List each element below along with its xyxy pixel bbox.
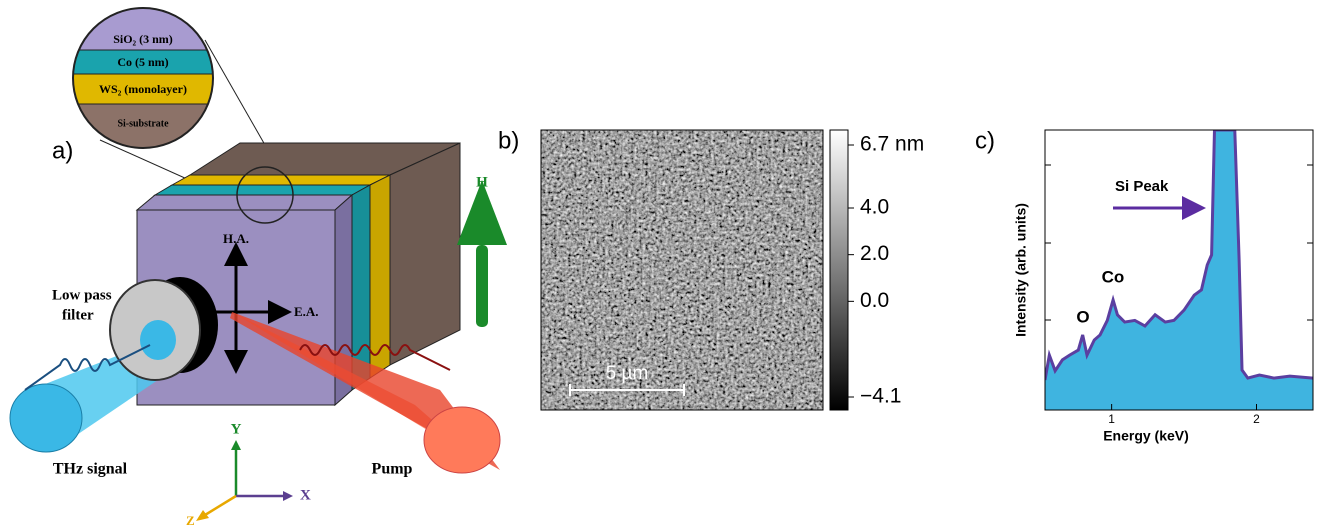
- beam-label: Pump: [372, 461, 413, 478]
- z-axis-arrow: [205, 496, 236, 515]
- panel-a: a) SiO₂ (3 nm) Co (5 nm) WS₂ (monolayer)…: [10, 5, 507, 526]
- panel-label: c): [975, 127, 995, 154]
- colorbar-tick-label: 2.0: [860, 242, 889, 265]
- thz-aperture: [10, 384, 82, 452]
- beam-label: THz signal: [53, 461, 128, 478]
- field-label: H: [476, 174, 488, 190]
- annotation: Si Peak: [1115, 178, 1169, 195]
- ws2-top: [172, 175, 390, 185]
- spectrum-area: [1045, 130, 1313, 410]
- y-tick-marks: [1045, 165, 1313, 320]
- colorbar: [830, 130, 848, 410]
- filter-label: Low pass: [52, 287, 112, 303]
- figure: a) SiO₂ (3 nm) Co (5 nm) WS₂ (monolayer)…: [0, 0, 1317, 526]
- filter-core: [140, 320, 176, 360]
- axis-label: E.A.: [294, 304, 319, 319]
- z-axis-head: [196, 510, 209, 521]
- filter-label: filter: [62, 307, 94, 323]
- colorbar-tick-label: 0.0: [860, 289, 889, 312]
- annotation: O: [1076, 307, 1089, 326]
- panel-label: a): [52, 137, 73, 164]
- layer-label: WS₂ (monolayer): [99, 82, 187, 96]
- layer-label: SiO₂ (3 nm): [113, 32, 173, 46]
- pump-aperture: [424, 407, 500, 473]
- layer-label: Co (5 nm): [117, 55, 168, 69]
- layer-stack: [70, 5, 220, 154]
- ws2-side: [370, 175, 390, 378]
- field-arrow: [476, 245, 488, 327]
- x-tick-label: 1: [1108, 412, 1115, 426]
- layer-label: Si-substrate: [117, 118, 169, 129]
- substrate-side: [390, 143, 460, 365]
- panel-b: b) 5 µm 6.7 nm 4.0 2.0 0.0 −4.1: [498, 127, 924, 410]
- panel-label: b): [498, 127, 519, 154]
- afm-image: [541, 130, 823, 410]
- panel-c: c) Energy (keV) Intensity (arb. units) S…: [975, 127, 1313, 443]
- x-axis-head: [283, 491, 293, 501]
- y-axis-head: [231, 440, 241, 450]
- plot-area: [1045, 130, 1313, 410]
- axis-name: Y: [231, 421, 242, 437]
- scale-bar-label: 5 µm: [606, 363, 649, 384]
- annotation: Co: [1102, 267, 1125, 286]
- colorbar-tick-label: 4.0: [860, 196, 889, 219]
- colorbar-tick-label: −4.1: [860, 385, 901, 408]
- axis-name: X: [300, 487, 311, 503]
- x-axis-label: Energy (keV): [1103, 428, 1189, 444]
- axis-label: H.A.: [223, 231, 249, 246]
- colorbar-tick-label: 6.7 nm: [860, 133, 924, 156]
- oxide-top: [137, 195, 352, 210]
- co-top: [155, 185, 370, 195]
- x-tick-label: 2: [1253, 412, 1260, 426]
- y-axis-label: Intensity (arb. units): [1013, 203, 1029, 337]
- axis-name: Z: [186, 513, 195, 526]
- colorbar-ticks: 6.7 nm 4.0 2.0 0.0 −4.1: [848, 133, 924, 408]
